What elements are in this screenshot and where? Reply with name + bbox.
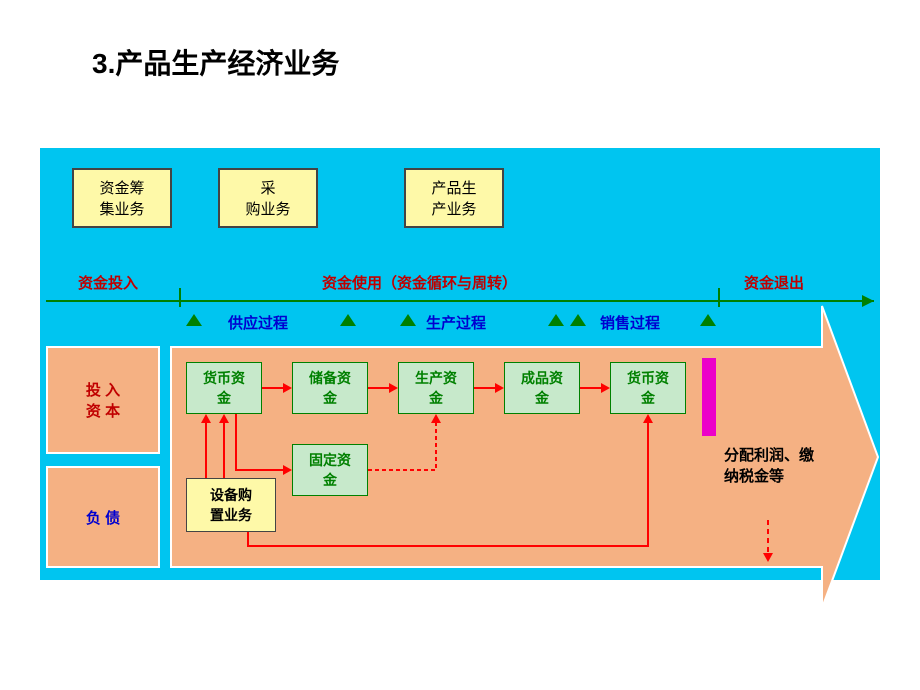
flow-box-money2: 货币资金 <box>610 362 686 414</box>
top-box-2: 产品生产业务 <box>404 168 504 228</box>
stage-label-1: 资金使用（资金循环与周转） <box>322 272 517 293</box>
process-triangle-5 <box>700 314 716 326</box>
process-triangle-2 <box>400 314 416 326</box>
distribution-label-l1: 分配利润、缴 <box>724 444 814 465</box>
process-triangle-4 <box>570 314 586 326</box>
tick-1 <box>718 288 720 307</box>
tick-0 <box>179 288 181 307</box>
distribution-label: 分配利润、缴 纳税金等 <box>724 444 814 486</box>
process-label-0: 供应过程 <box>228 312 288 333</box>
side-box-0: 投 入资 本 <box>46 346 160 454</box>
process-triangle-0 <box>186 314 202 326</box>
flow-box-money1: 货币资金 <box>186 362 262 414</box>
flow-box-finished: 成品资金 <box>504 362 580 414</box>
process-label-2: 销售过程 <box>600 312 660 333</box>
slide-title: 3.产品生产经济业务 <box>92 42 339 82</box>
flow-box-fixed: 固定资金 <box>292 444 368 496</box>
stage-label-2: 资金退出 <box>744 272 804 293</box>
distribution-label-l2: 纳税金等 <box>724 465 814 486</box>
flow-box-equip: 设备购置业务 <box>186 478 276 532</box>
top-box-0: 资金筹集业务 <box>72 168 172 228</box>
process-label-1: 生产过程 <box>426 312 486 333</box>
flow-box-reserve: 储备资金 <box>292 362 368 414</box>
pink-bar <box>702 358 716 436</box>
timeline <box>46 300 874 302</box>
flow-box-production: 生产资金 <box>398 362 474 414</box>
process-triangle-3 <box>548 314 564 326</box>
side-box-1: 负 债 <box>46 466 160 568</box>
stage-label-0: 资金投入 <box>78 272 138 293</box>
process-triangle-1 <box>340 314 356 326</box>
top-box-1: 采购业务 <box>218 168 318 228</box>
